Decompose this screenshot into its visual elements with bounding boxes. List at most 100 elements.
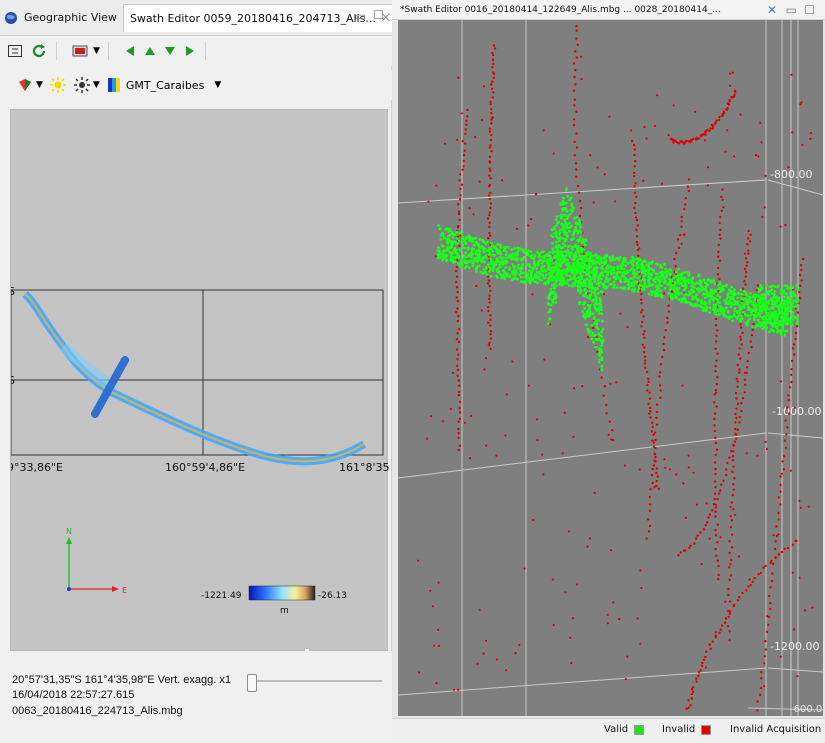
refresh-icon[interactable] — [30, 41, 48, 61]
valid-point — [626, 271, 629, 274]
invalid-point — [600, 376, 603, 379]
tab-geographic-view[interactable]: Geographic View — [24, 11, 117, 24]
palette-name[interactable]: GMT_Caraibes — [125, 78, 205, 92]
valid-point — [692, 285, 696, 289]
valid-point — [633, 280, 637, 283]
valid-point — [448, 250, 452, 254]
invalid-point — [480, 119, 483, 122]
map-canvas[interactable]: 9°33,86"E 160°59'4,86"E 161°8'35 S S N E — [7, 110, 390, 652]
invalid-point — [485, 444, 488, 447]
valid-point — [665, 275, 668, 279]
invalid-point — [751, 580, 754, 584]
invalid-point — [743, 371, 746, 374]
pan-left-icon[interactable] — [123, 41, 137, 61]
invalid-point — [800, 101, 803, 104]
depth-label-1000: -1000.00 — [772, 405, 821, 418]
valid-point — [702, 292, 706, 296]
vertical-exaggeration-slider-thumb[interactable] — [247, 674, 257, 692]
3d-point-cloud-view[interactable]: -800.00 -1000.00 -1200.00 -600.00 — [398, 20, 823, 716]
invalid-point — [713, 412, 717, 415]
sun-icon[interactable] — [49, 75, 67, 95]
invalid-point — [779, 483, 782, 487]
invalid-point — [458, 244, 461, 247]
color-scale-icon[interactable] — [106, 75, 122, 95]
valid-point — [769, 319, 773, 323]
invalid-point — [489, 138, 493, 142]
invalid-point — [488, 225, 491, 229]
valid-point — [599, 261, 602, 265]
valid-point — [687, 293, 691, 297]
valid-point — [535, 281, 539, 285]
close-icon[interactable]: ⨉ — [381, 12, 390, 24]
valid-point — [677, 291, 680, 295]
valid-point — [585, 272, 588, 276]
invalid-point — [435, 184, 438, 187]
dropdown-arrow-icon[interactable]: ▼ — [36, 80, 43, 90]
palette-icon[interactable] — [16, 75, 34, 95]
invalid-point — [469, 457, 472, 460]
valid-point — [738, 311, 741, 315]
minimize-icon[interactable]: ▭ — [785, 3, 797, 17]
valid-point — [487, 249, 491, 253]
invalid-point — [765, 630, 769, 634]
valid-point — [491, 267, 494, 271]
maximize-icon[interactable]: ☐ — [373, 8, 384, 22]
pan-up-icon[interactable] — [143, 41, 157, 61]
valid-point — [662, 280, 666, 284]
invalid-point — [714, 370, 717, 373]
invalid-point — [728, 540, 731, 543]
invalid-point — [734, 437, 738, 440]
valid-point — [467, 266, 471, 269]
valid-point — [569, 251, 572, 255]
valid-point — [591, 261, 595, 264]
invalid-point — [790, 380, 793, 384]
vertical-exaggeration-slider-track[interactable] — [256, 680, 382, 682]
valid-point — [726, 311, 730, 314]
valid-point — [528, 269, 531, 272]
invalid-point — [574, 83, 577, 86]
invalid-point — [729, 525, 733, 529]
point-cloud-svg[interactable]: -800.00 -1000.00 -1200.00 -600.00 — [398, 20, 823, 716]
valid-point — [586, 303, 590, 307]
fit-view-icon[interactable] — [6, 41, 24, 61]
valid-point — [555, 234, 558, 238]
invalid-point — [734, 391, 738, 395]
invalid-point — [747, 585, 750, 588]
minimize-icon[interactable]: ▭ — [354, 9, 366, 23]
map-toolbar-1: ▼ — [0, 36, 392, 66]
valid-point — [725, 297, 729, 300]
screenshot-icon[interactable] — [71, 41, 89, 61]
invalid-point — [780, 550, 784, 554]
pan-down-icon[interactable] — [163, 41, 177, 61]
valid-point — [612, 266, 616, 269]
dropdown-arrow-icon[interactable]: ▼ — [92, 80, 100, 90]
valid-point — [572, 283, 576, 287]
valid-point — [565, 209, 569, 213]
valid-point — [548, 310, 552, 313]
valid-point — [575, 221, 578, 225]
invalid-point — [489, 191, 492, 194]
valid-point — [563, 257, 567, 260]
dropdown-arrow-icon[interactable]: ▼ — [93, 46, 100, 56]
valid-point — [593, 279, 596, 283]
pan-right-icon[interactable] — [183, 41, 197, 61]
invalid-point — [611, 429, 614, 432]
tool-icon[interactable]: ✕ — [766, 3, 777, 17]
invalid-point — [483, 368, 486, 371]
map-view[interactable]: 9°33,86"E 160°59'4,86"E 161°8'35 S S N E — [7, 109, 390, 652]
valid-point — [773, 302, 777, 306]
invalid-point — [458, 444, 462, 447]
light-settings-icon[interactable] — [73, 75, 91, 95]
valid-point — [596, 327, 600, 331]
maximize-icon[interactable]: ☐ — [804, 3, 815, 17]
invalid-point — [457, 420, 460, 423]
invalid-point — [635, 235, 639, 238]
valid-point — [601, 283, 605, 286]
valid-point — [725, 306, 728, 310]
invalid-point — [721, 112, 724, 116]
valid-point — [546, 302, 550, 305]
invalid-point — [641, 308, 644, 312]
dropdown-arrow-icon[interactable]: ▼ — [214, 80, 222, 90]
invalid-point — [747, 229, 750, 233]
invalid-point — [652, 441, 655, 444]
